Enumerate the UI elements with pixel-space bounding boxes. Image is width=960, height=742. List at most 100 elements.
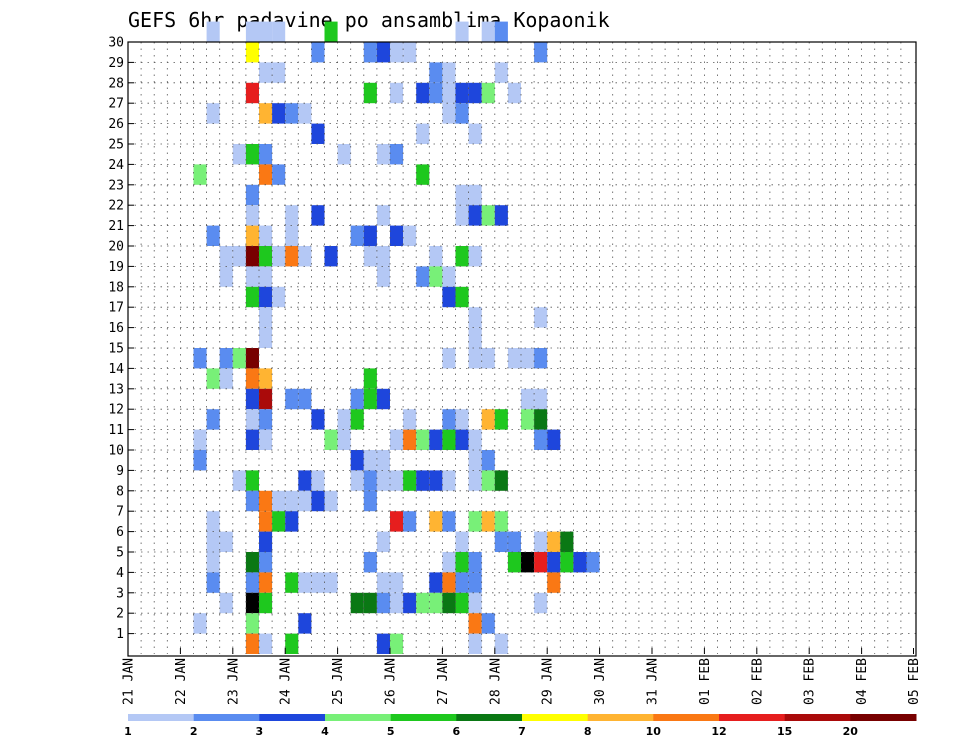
colorbar-swatch: [193, 714, 260, 721]
x-tick-label: 04 FEB: [855, 658, 870, 705]
heatmap-cell: [455, 82, 469, 104]
heatmap-cell: [416, 82, 430, 104]
heatmap-cell: [442, 62, 456, 83]
heatmap-cell: [259, 266, 273, 287]
y-tick-label: 16: [108, 321, 124, 336]
y-tick-label: 2: [116, 607, 124, 622]
heatmap-cell: [245, 246, 259, 267]
y-tick-label: 24: [108, 158, 124, 173]
colorbar-tick-label: 2: [190, 725, 198, 738]
colorbar-swatch: [522, 714, 589, 721]
heatmap-cell: [481, 82, 495, 104]
heatmap-cell: [376, 450, 390, 471]
heatmap-cell: [468, 470, 482, 491]
heatmap-cell: [534, 552, 548, 573]
heatmap-cell: [259, 246, 273, 267]
heatmap-cell: [206, 572, 220, 593]
heatmap-cell: [272, 490, 286, 512]
y-tick-label: 9: [116, 464, 124, 479]
heatmap-cell: [245, 592, 259, 614]
heatmap-cell: [442, 82, 456, 104]
heatmap-cell: [390, 633, 404, 654]
heatmap-cell: [376, 388, 390, 410]
heatmap-cell: [468, 633, 482, 654]
colorbar-tick-label: 8: [584, 725, 592, 738]
y-tick-label: 26: [108, 117, 124, 132]
heatmap-cell: [455, 592, 469, 614]
heatmap-cell: [534, 531, 548, 552]
y-tick-label: 22: [108, 199, 124, 214]
colorbar-tick-label: 4: [321, 725, 329, 738]
heatmap-cell: [429, 62, 443, 83]
heatmap-cell: [429, 470, 443, 491]
x-tick-label: 21 JAN: [122, 658, 137, 705]
x-tick-label: 24 JAN: [279, 658, 294, 705]
heatmap-cell: [481, 21, 495, 42]
y-tick-label: 4: [116, 566, 124, 581]
heatmap-cell: [259, 592, 273, 614]
heatmap-cell: [311, 490, 325, 512]
heatmap-cell: [324, 21, 338, 42]
heatmap-cell: [429, 572, 443, 593]
colorbar-tick-label: 1: [124, 725, 132, 738]
heatmap-cell: [311, 42, 325, 63]
heatmap-cell: [245, 42, 259, 63]
heatmap-cell: [468, 552, 482, 573]
heatmap-cell: [285, 205, 299, 226]
heatmap-cell: [259, 307, 273, 328]
heatmap-cell: [416, 592, 430, 614]
heatmap-cell: [245, 225, 259, 246]
heatmap-cell: [390, 225, 404, 246]
plot-frame: [127, 41, 917, 657]
heatmap-cell: [468, 327, 482, 348]
heatmap-cell: [272, 21, 286, 42]
x-tick-label: 28 JAN: [488, 658, 503, 705]
heatmap-cell: [232, 144, 246, 165]
y-tick-label: 17: [108, 301, 124, 316]
heatmap-cell: [442, 286, 456, 308]
x-axis-ticks: 21 JAN 22 JAN 23 JAN 24 JAN 25 JAN 26 JAN 27 J…: [122, 648, 922, 705]
heatmap-cell: [416, 164, 430, 185]
colorbar-swatch: [259, 714, 326, 721]
heatmap-cell: [298, 246, 312, 267]
heatmap-cell: [298, 572, 312, 593]
heatmap-cell: [481, 450, 495, 471]
heatmap-cell: [363, 42, 377, 63]
heatmap-cell: [442, 409, 456, 430]
heatmap-cell: [259, 225, 273, 246]
heatmap-cells: [193, 21, 600, 654]
heatmap-cell: [206, 511, 220, 532]
heatmap-cell: [442, 348, 456, 369]
heatmap-cell: [311, 409, 325, 430]
heatmap-cell: [560, 531, 574, 552]
heatmap-cell: [468, 246, 482, 267]
heatmap-cell: [337, 144, 351, 165]
y-tick-label: 15: [108, 342, 124, 357]
heatmap-cell: [245, 205, 259, 226]
heatmap-cell: [219, 348, 233, 369]
heatmap-cell: [468, 123, 482, 144]
heatmap-cell: [259, 531, 273, 552]
heatmap-cell: [521, 388, 535, 410]
heatmap-cell: [390, 82, 404, 104]
heatmap-cell: [232, 348, 246, 369]
heatmap-cell: [259, 511, 273, 532]
y-tick-label: 12: [108, 403, 124, 418]
x-tick-label: 25 JAN: [331, 658, 346, 705]
heatmap-cell: [324, 490, 338, 512]
heatmap-cell: [442, 572, 456, 593]
heatmap-cell: [298, 613, 312, 634]
heatmap-cell: [245, 613, 259, 634]
heatmap-cell: [376, 572, 390, 593]
y-tick-label: 18: [108, 280, 124, 295]
heatmap-cell: [429, 82, 443, 104]
heatmap-cell: [481, 205, 495, 226]
heatmap-cell: [481, 511, 495, 532]
heatmap-cell: [376, 633, 390, 654]
heatmap-cell: [376, 592, 390, 614]
heatmap-cell: [245, 348, 259, 369]
heatmap-cell: [298, 103, 312, 124]
heatmap-cell: [206, 409, 220, 430]
heatmap-cell: [494, 205, 508, 226]
colorbar-tick-label: 12: [711, 725, 726, 738]
